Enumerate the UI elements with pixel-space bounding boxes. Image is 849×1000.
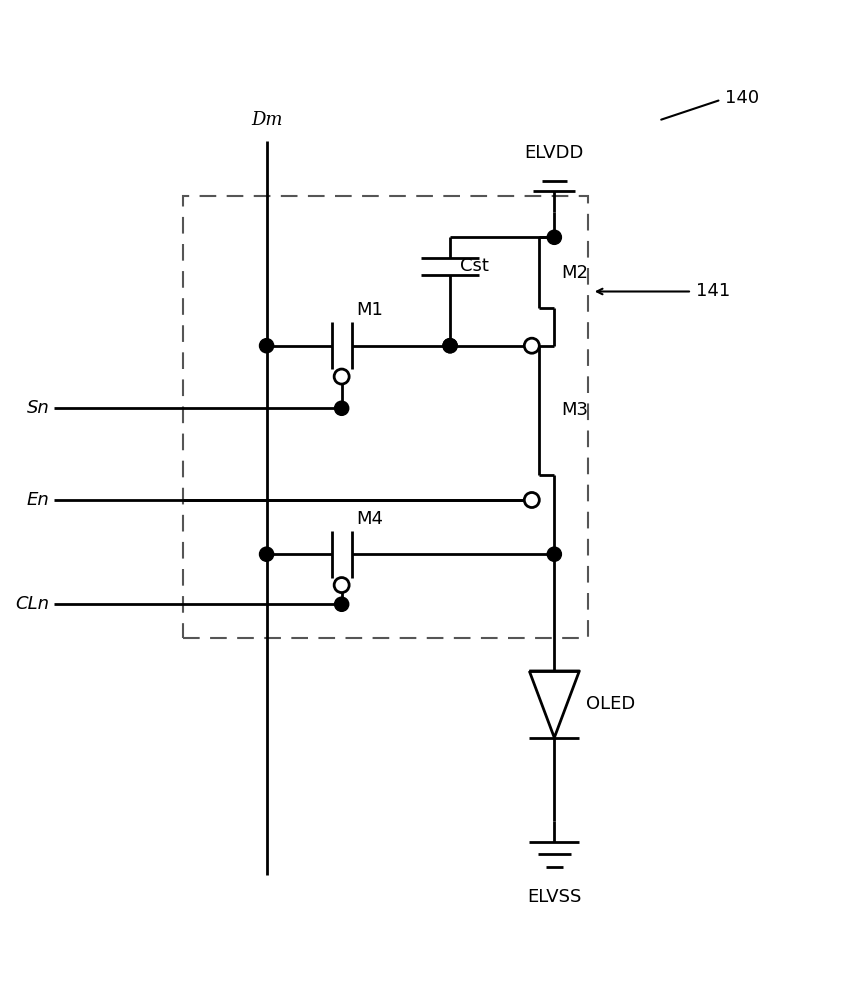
Circle shape [443, 339, 457, 353]
Circle shape [260, 339, 273, 353]
Text: CLn: CLn [16, 595, 50, 613]
Text: M4: M4 [356, 510, 383, 528]
Text: OLED: OLED [586, 695, 635, 713]
Bar [183, 196, 588, 638]
Text: 141: 141 [696, 282, 730, 300]
Circle shape [335, 369, 349, 384]
Circle shape [525, 492, 539, 508]
Circle shape [525, 338, 539, 353]
Circle shape [548, 230, 561, 244]
Text: M3: M3 [561, 401, 588, 419]
Text: Sn: Sn [27, 399, 50, 417]
Text: Dm: Dm [250, 111, 283, 129]
Text: M2: M2 [561, 264, 588, 282]
Text: En: En [27, 491, 50, 509]
Text: Cst: Cst [460, 257, 489, 275]
Circle shape [335, 578, 349, 593]
Text: ELVDD: ELVDD [525, 144, 584, 162]
Text: M1: M1 [356, 301, 383, 319]
Circle shape [335, 401, 349, 415]
Text: ELVSS: ELVSS [527, 888, 582, 906]
Circle shape [548, 547, 561, 561]
Circle shape [335, 597, 349, 611]
Circle shape [443, 339, 457, 353]
Circle shape [260, 547, 273, 561]
Text: 140: 140 [725, 89, 759, 107]
